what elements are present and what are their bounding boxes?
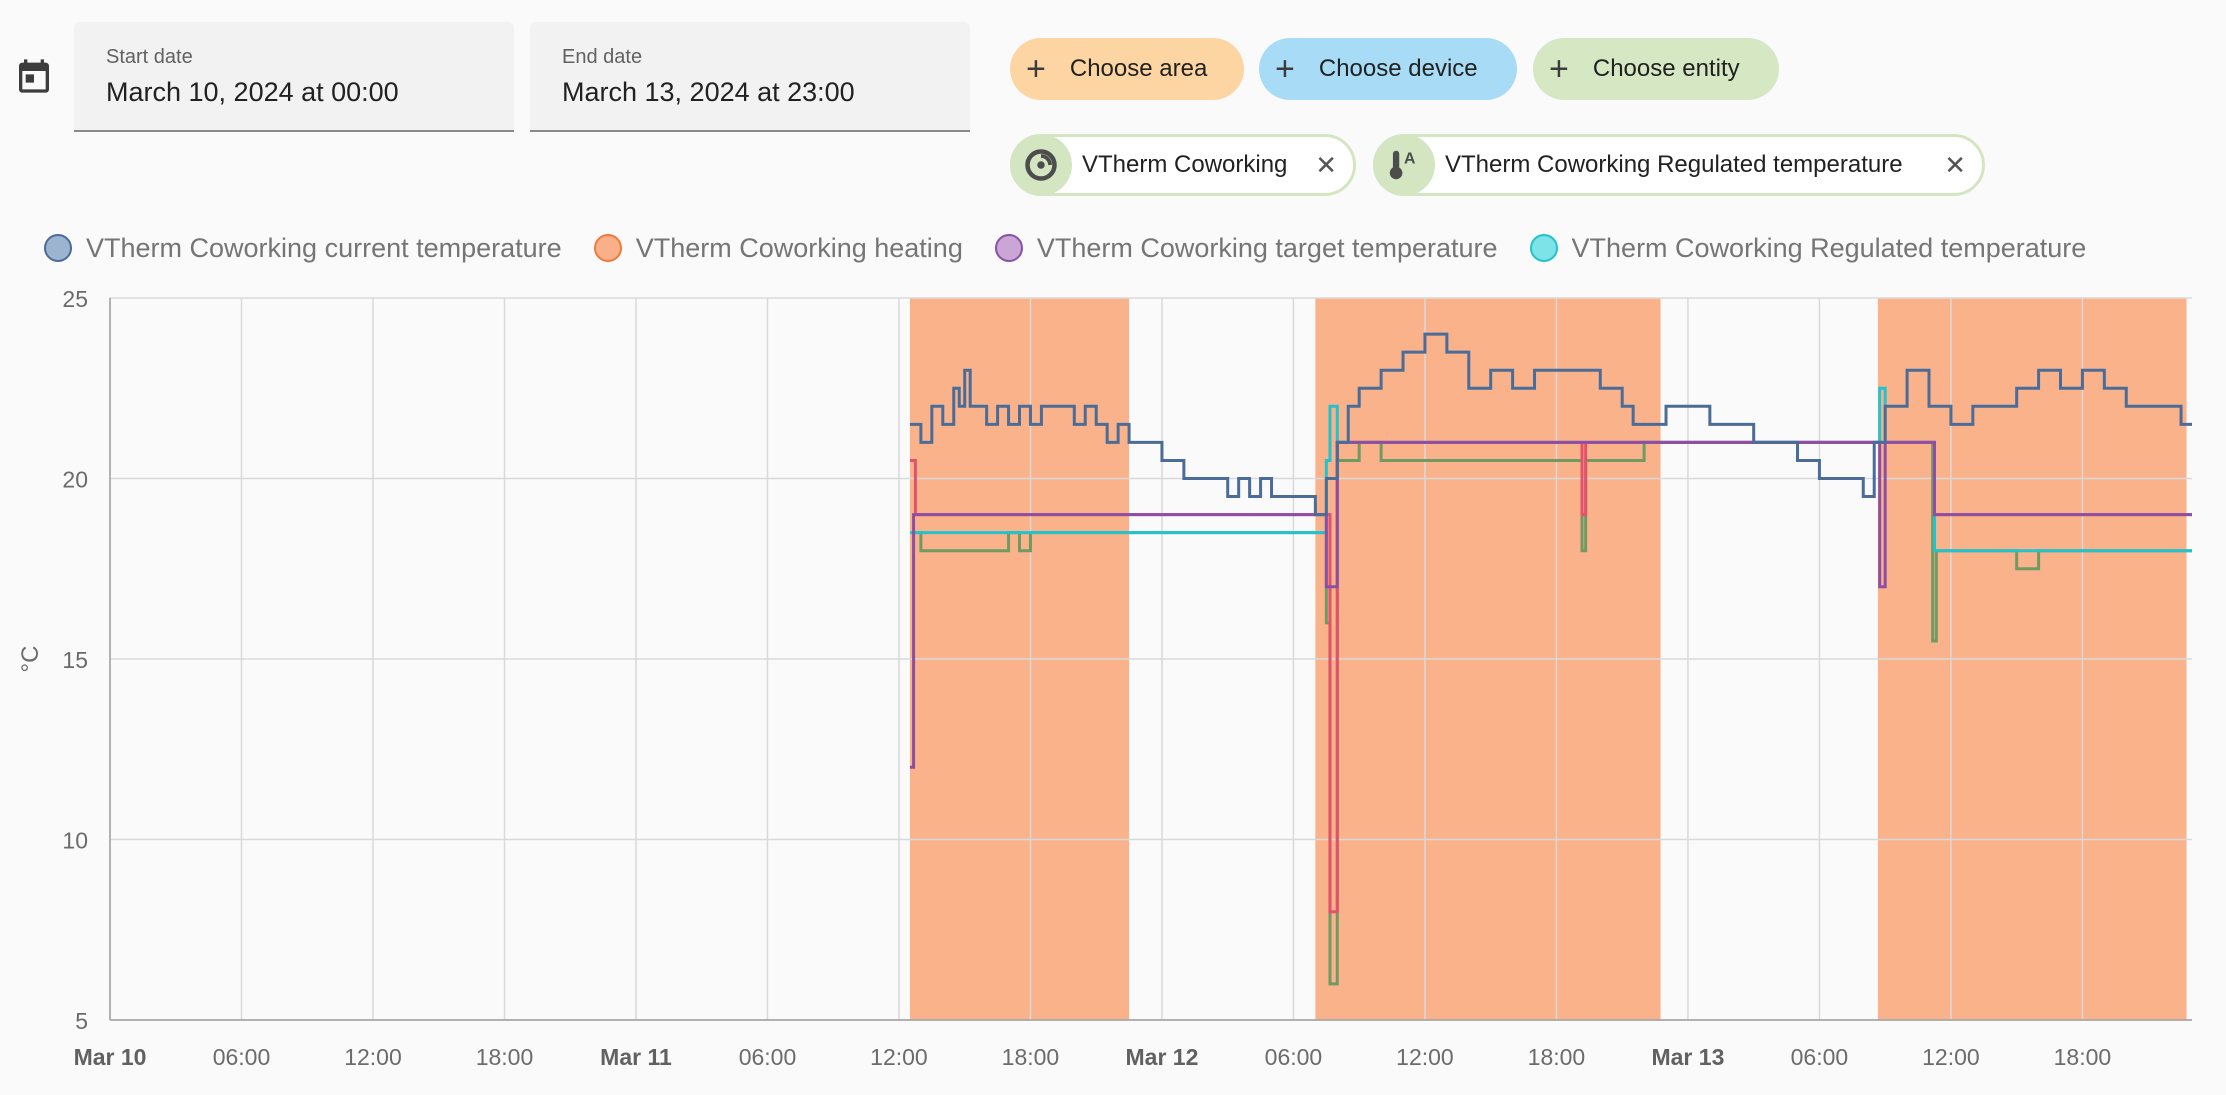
end-date-label: End date <box>562 46 643 68</box>
selected-entity-chip[interactable]: A VTherm Coworking Regulated temperature… <box>1373 134 1985 196</box>
y-tick-label: 10 <box>62 828 88 854</box>
legend-swatch <box>994 234 1023 262</box>
calendar-icon[interactable] <box>14 56 54 96</box>
x-tick-label: 06:00 <box>1791 1044 1849 1070</box>
series-line-vtherm-coworking-current-temperature <box>909 332 2192 517</box>
x-tick-label: 18:00 <box>476 1044 534 1070</box>
y-tick-label: 25 <box>62 286 88 312</box>
start-date-label: Start date <box>106 46 193 68</box>
x-tick-label: Mar 10 <box>74 1044 147 1070</box>
choose-area-button[interactable]: + Choose area <box>1010 38 1244 100</box>
y-tick-label: 5 <box>75 1008 88 1034</box>
remove-device-icon[interactable]: ✕ <box>1315 149 1337 180</box>
x-tick-label: Mar 11 <box>600 1044 672 1070</box>
x-tick-label: 18:00 <box>1002 1044 1060 1070</box>
plus-icon: + <box>1026 50 1046 88</box>
x-tick-label: 12:00 <box>870 1044 928 1070</box>
selected-entity-label: VTherm Coworking Regulated temperature <box>1445 151 1903 178</box>
plus-icon: + <box>1275 50 1295 88</box>
x-tick-label: 18:00 <box>1528 1044 1586 1070</box>
chart-legend: VTherm Coworking current temperature VTh… <box>44 230 2118 266</box>
y-axis-label: °C <box>17 646 44 673</box>
y-tick-label: 20 <box>62 467 88 493</box>
selected-device-label: VTherm Coworking <box>1082 151 1288 178</box>
x-tick-label: Mar 13 <box>1651 1044 1724 1070</box>
legend-label: VTherm Coworking Regulated temperature <box>1571 232 2087 263</box>
legend-item-heating[interactable]: VTherm Coworking heating <box>593 232 963 264</box>
x-tick-label: 12:00 <box>1396 1044 1454 1070</box>
legend-label: VTherm Coworking current temperature <box>86 232 562 263</box>
y-tick-label: 15 <box>62 647 88 673</box>
selected-device-chip[interactable]: VTherm Coworking ✕ <box>1010 134 1356 196</box>
x-tick-label: 12:00 <box>1922 1044 1980 1070</box>
thermostat-device-icon <box>1010 134 1072 196</box>
choose-device-button[interactable]: + Choose device <box>1259 38 1517 100</box>
legend-item-regulated-temperature[interactable]: VTherm Coworking Regulated temperature <box>1529 232 2087 264</box>
end-date-value: March 13, 2024 at 23:00 <box>562 77 855 107</box>
end-date-field[interactable]: End date March 13, 2024 at 23:00 <box>530 22 970 132</box>
choose-entity-button[interactable]: + Choose entity <box>1533 38 1779 100</box>
legend-swatch <box>1529 234 1558 262</box>
remove-entity-icon[interactable]: ✕ <box>1944 149 1966 180</box>
legend-swatch <box>593 234 622 262</box>
plus-icon: + <box>1549 50 1569 88</box>
legend-item-current-temperature[interactable]: VTherm Coworking current temperature <box>44 233 562 264</box>
legend-label: VTherm Coworking target temperature <box>1036 232 1498 263</box>
history-chart[interactable]: 25 20 15 10 5 Mar 10 06:00 12:00 18:00 Mar 11 06:0… <box>0 280 2226 1095</box>
legend-swatch <box>44 234 72 262</box>
x-tick-label: Mar 12 <box>1126 1044 1199 1070</box>
start-date-field[interactable]: Start date March 10, 2024 at 00:00 <box>74 22 514 132</box>
choose-area-label: Choose area <box>1069 55 1208 82</box>
legend-label: VTherm Coworking heating <box>635 232 963 263</box>
choose-device-label: Choose device <box>1318 55 1478 82</box>
thermometer-auto-icon: A <box>1373 134 1435 196</box>
choose-entity-label: Choose entity <box>1592 55 1740 82</box>
x-tick-label: 06:00 <box>1265 1044 1323 1070</box>
x-tick-label: 06:00 <box>213 1044 271 1070</box>
svg-text:A: A <box>1404 150 1416 167</box>
legend-item-target-temperature[interactable]: VTherm Coworking target temperature <box>994 232 1498 264</box>
x-tick-label: 18:00 <box>2054 1044 2112 1070</box>
start-date-value: March 10, 2024 at 00:00 <box>106 77 399 107</box>
x-tick-label: 06:00 <box>739 1044 797 1070</box>
x-tick-label: 12:00 <box>344 1044 402 1070</box>
